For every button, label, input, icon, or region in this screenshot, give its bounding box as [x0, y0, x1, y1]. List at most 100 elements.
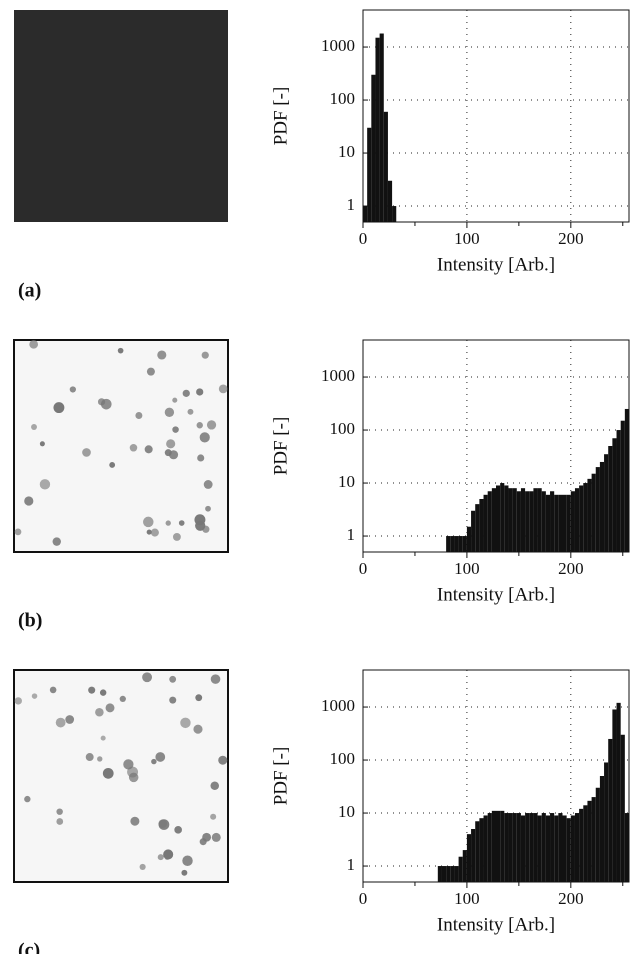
bar — [520, 488, 526, 552]
bar — [487, 491, 492, 552]
particle — [97, 398, 106, 406]
bar — [566, 818, 571, 882]
bar — [558, 494, 563, 552]
bar — [533, 813, 538, 882]
bar — [487, 813, 492, 882]
bar — [570, 815, 575, 882]
y-tick-label: 1000 — [321, 696, 355, 715]
particle — [56, 818, 64, 825]
y-axis-title: PDF [-] — [270, 747, 291, 806]
bar — [450, 866, 455, 882]
particle — [201, 351, 209, 359]
bar — [375, 37, 380, 223]
x-tick-label: 100 — [454, 889, 480, 908]
particle — [163, 849, 174, 860]
particle — [31, 693, 38, 699]
bar — [475, 821, 480, 882]
bar — [367, 127, 372, 222]
bar — [458, 856, 463, 882]
particle — [144, 445, 153, 454]
particle — [211, 832, 221, 842]
x-tick-label: 0 — [359, 889, 368, 908]
plot-frame — [362, 669, 630, 883]
particle — [196, 388, 204, 396]
bar — [595, 467, 600, 552]
bar — [392, 206, 397, 222]
particle — [142, 672, 153, 683]
bar — [454, 866, 459, 882]
particle — [139, 863, 146, 871]
bar — [520, 815, 526, 882]
plot-frame — [362, 9, 630, 223]
particle — [182, 855, 193, 866]
image — [13, 339, 229, 553]
particle — [39, 479, 51, 490]
particle — [95, 707, 104, 717]
bar — [446, 536, 451, 552]
x-tick-label: 100 — [454, 559, 480, 578]
bar — [471, 510, 476, 552]
bar — [616, 702, 621, 882]
bar — [583, 805, 588, 882]
panel-label: (a) — [18, 280, 41, 302]
particle — [29, 339, 39, 349]
particle — [65, 715, 75, 724]
y-tick-label: 10 — [338, 802, 355, 821]
bar — [620, 420, 625, 552]
x-tick-label: 200 — [558, 889, 584, 908]
y-tick-label: 1 — [347, 195, 356, 214]
bar — [525, 813, 530, 882]
bar — [500, 810, 505, 882]
bar — [508, 488, 513, 552]
bar — [471, 829, 476, 882]
bar — [450, 536, 455, 552]
particle — [218, 755, 228, 765]
bar — [437, 866, 442, 882]
bar — [624, 408, 629, 552]
x-axis-title: Intensity [Arb.] — [437, 254, 555, 275]
particle — [157, 854, 164, 861]
bar — [612, 438, 617, 552]
particle — [146, 367, 155, 376]
x-tick-label: 200 — [558, 559, 584, 578]
bar — [562, 815, 567, 882]
y-tick-label: 10 — [338, 472, 355, 491]
particle — [165, 520, 171, 526]
particle — [187, 408, 194, 415]
bar — [363, 206, 368, 222]
bar — [500, 483, 505, 552]
particle — [180, 717, 191, 729]
particle — [88, 686, 96, 694]
particle — [199, 432, 210, 443]
bar — [591, 473, 596, 552]
bar — [566, 494, 571, 552]
bar — [387, 180, 393, 222]
particle — [182, 389, 190, 397]
bar — [541, 491, 546, 552]
particle — [146, 529, 152, 535]
bar — [475, 504, 480, 552]
particle — [69, 386, 76, 393]
y-tick-label: 10 — [338, 142, 355, 161]
y-tick-label: 1 — [347, 855, 356, 874]
bar — [612, 709, 617, 882]
panel-label: (b) — [18, 610, 42, 632]
particle — [155, 752, 166, 762]
bar — [496, 810, 501, 882]
bar — [529, 813, 534, 882]
y-tick-label: 1000 — [321, 366, 355, 385]
x-tick-label: 0 — [359, 229, 368, 248]
particle — [205, 505, 211, 512]
particle — [99, 689, 107, 696]
bar — [545, 815, 551, 882]
y-axis-title: PDF [-] — [270, 417, 291, 476]
particle — [105, 703, 115, 713]
particle — [166, 439, 176, 449]
particle — [109, 462, 116, 468]
x-axis-title: Intensity [Arb.] — [437, 914, 555, 935]
particle — [181, 869, 188, 876]
particle — [169, 696, 177, 704]
bar — [529, 491, 534, 552]
